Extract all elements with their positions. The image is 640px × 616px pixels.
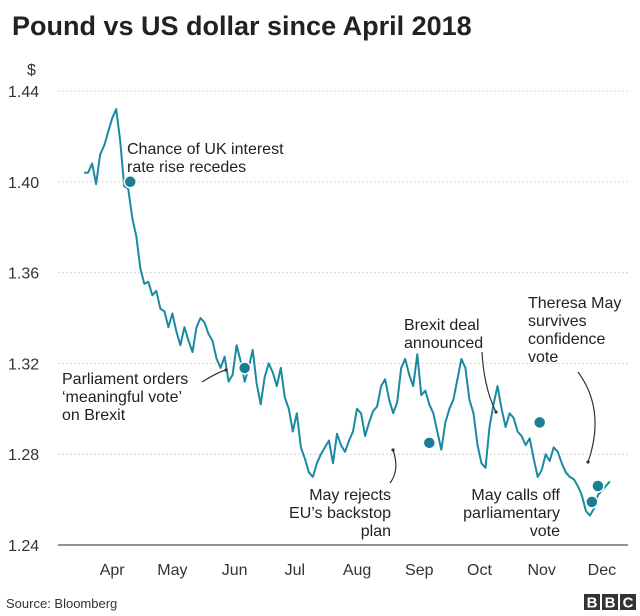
annotation-text-line: announced [404, 335, 483, 352]
annotation-arrow-tip [224, 368, 228, 372]
y-tick-labels: 1.44 1.40 1.36 1.32 1.28 1.24 [8, 84, 39, 555]
bbc-letter-2: B [605, 595, 616, 612]
chart-title: Pound vs US dollar since April 2018 [12, 11, 472, 41]
annotation-text-line: vote [530, 523, 560, 540]
y-tick-label: 1.36 [8, 266, 39, 283]
bbc-logo: B B C [584, 594, 636, 612]
annotation-text-line: Brexit deal [404, 317, 480, 334]
x-tick-labels: Apr May Jun Jul Aug Sep Oct Nov Dec [100, 562, 616, 579]
annotation-text-line: plan [361, 523, 391, 540]
annotation-arrow [577, 371, 596, 463]
x-tick-label: Aug [343, 562, 371, 579]
annotation-text-line: Theresa May [528, 295, 621, 312]
bbc-box-2 [602, 594, 618, 610]
annotation-marker [591, 479, 605, 493]
annotation-text-line: EU’s backstop [289, 505, 391, 522]
x-tick-label: Apr [100, 562, 126, 579]
annotation-arrow [389, 449, 397, 484]
annotation-marker [585, 495, 599, 509]
y-tick-label: 1.40 [8, 175, 39, 192]
y-tick-label: 1.44 [8, 84, 39, 101]
y-axis-label: $ [27, 62, 36, 79]
annotation-text-line: survives [528, 313, 587, 330]
annotation-marker [532, 415, 547, 430]
gridlines [58, 90, 628, 546]
bbc-box-3 [620, 594, 636, 610]
bbc-letter-1: B [587, 595, 598, 612]
annotation-marker [422, 436, 437, 450]
x-tick-label: Sep [405, 562, 434, 579]
source-label: Source: Bloomberg [6, 596, 117, 611]
x-tick-label: Jul [285, 562, 305, 579]
y-tick-label: 1.24 [8, 538, 39, 555]
annotation-text-line: confidence [528, 331, 605, 348]
annotation-text-line: parliamentary [463, 505, 560, 522]
x-tick-label: Oct [467, 562, 492, 579]
annotation-arrow-tip [494, 410, 498, 414]
annotation-text-line: vote [528, 349, 558, 366]
annotation-arrow [481, 351, 497, 413]
bbc-letter-3: C [623, 595, 634, 612]
bbc-box-1 [584, 594, 600, 610]
annotation-text-line: rate rise recedes [127, 159, 246, 176]
annotation-marker [237, 361, 252, 375]
y-tick-label: 1.32 [8, 356, 39, 373]
annotation-arrow-tip [586, 460, 590, 464]
x-tick-label: Jun [222, 562, 248, 579]
annotation-arrow-tip [391, 448, 395, 452]
annotation-text-line: Chance of UK interest [127, 141, 284, 158]
annotation-text-line: May calls off [471, 487, 560, 504]
annotation-text-line: ‘meaningful vote’ [62, 389, 182, 406]
x-tick-label: Nov [527, 562, 555, 579]
annotation-2: Parliament orders‘meaningful vote’on Bre… [62, 361, 252, 424]
annotation-text-line: Parliament orders [62, 371, 188, 388]
series-line [84, 108, 611, 517]
annotation-text-line: on Brexit [62, 407, 126, 424]
series-line-group [84, 108, 611, 517]
x-tick-label: Dec [588, 562, 616, 579]
annotation-marker [123, 175, 138, 189]
y-tick-label: 1.28 [8, 447, 39, 464]
annotation-arrow [201, 369, 227, 383]
annotation-text-line: May rejects [309, 487, 391, 504]
x-tick-label: May [157, 562, 187, 579]
